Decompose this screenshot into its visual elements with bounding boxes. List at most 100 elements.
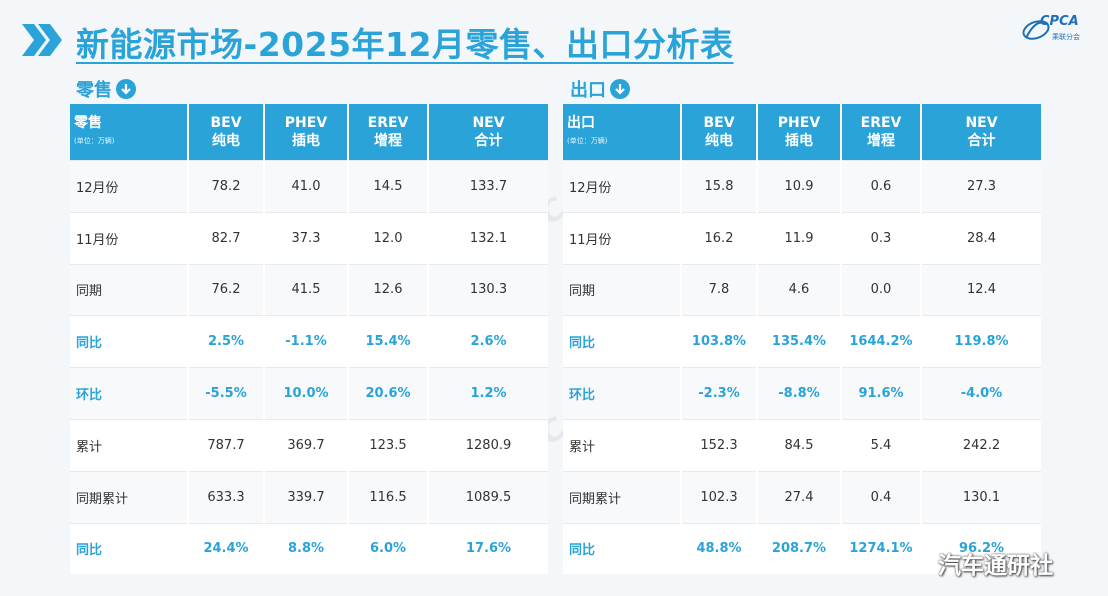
table-row: 同期 76.2 41.5 12.6 130.3	[70, 263, 548, 316]
column-header-nev: NEV 合计	[427, 104, 548, 161]
table-cell: 0.3	[840, 211, 921, 265]
column-header-phev: PHEV 插电	[263, 104, 348, 161]
table-row: 同期累计 102.3 27.4 0.4 130.1	[563, 470, 1041, 524]
table-row: 同比 2.5% -1.1% 15.4% 2.6%	[70, 315, 548, 368]
retail-header-row: 零售 (单位：万辆) BEV 纯电 PHEV 插电 EREV 增程 NEV 合计	[70, 104, 548, 161]
table-cell: 28.4	[920, 211, 1041, 265]
table-cell: 82.7	[187, 211, 264, 265]
table-cell: 787.7	[187, 418, 264, 472]
table-cell: 242.2	[920, 418, 1041, 472]
table-cell: 339.7	[263, 470, 348, 524]
table-cell: -8.8%	[756, 367, 841, 420]
column-header-phev: PHEV 插电	[756, 104, 841, 161]
export-header-label-cell: 出口 (单位：万辆)	[563, 104, 681, 161]
table-cell: 20.6%	[347, 367, 428, 420]
row-label: 12月份	[70, 160, 188, 213]
table-cell: 0.6	[840, 160, 921, 213]
table-cell: -2.3%	[680, 367, 757, 420]
column-header-bev: BEV 纯电	[187, 104, 264, 161]
table-cell: 130.1	[920, 470, 1041, 524]
table-cell: 41.5	[263, 263, 348, 316]
table-cell: 130.3	[427, 263, 548, 316]
table-cell: 84.5	[756, 418, 841, 472]
page-title: 新能源市场-2025年12月零售、出口分析表	[76, 25, 734, 64]
table-cell: 369.7	[263, 418, 348, 472]
table-cell: 8.8%	[263, 522, 348, 575]
table-cell: 102.3	[680, 470, 757, 524]
table-cell: 10.9	[756, 160, 841, 213]
table-cell: 16.2	[680, 211, 757, 265]
table-cell: 1089.5	[427, 470, 548, 524]
table-cell: 41.0	[263, 160, 348, 213]
row-label: 同期累计	[563, 470, 681, 524]
table-cell: 48.8%	[680, 522, 757, 575]
column-header-erev: EREV 增程	[347, 104, 428, 161]
retail-unit: (单位：万辆)	[74, 137, 115, 145]
row-label: 同比	[563, 315, 681, 368]
table-cell: 1644.2%	[840, 315, 921, 368]
row-label: 同比	[70, 315, 188, 368]
table-cell: 15.4%	[347, 315, 428, 368]
retail-header-label-cell: 零售 (单位：万辆)	[70, 104, 188, 161]
table-cell: 135.4%	[756, 315, 841, 368]
table-cell: 96.2%	[920, 522, 1041, 575]
retail-section-label: 零售	[76, 76, 136, 102]
table-row: 同比 48.8% 208.7% 1274.1% 96.2%	[563, 522, 1041, 575]
table-cell: 37.3	[263, 211, 348, 265]
column-header-erev: EREV 增程	[840, 104, 921, 161]
table-row: 累计 152.3 84.5 5.4 242.2	[563, 418, 1041, 472]
table-cell: 24.4%	[187, 522, 264, 575]
table-cell: 119.8%	[920, 315, 1041, 368]
export-section-label: 出口	[570, 76, 630, 102]
row-label: 累计	[563, 418, 681, 472]
table-cell: 12.6	[347, 263, 428, 316]
logo-text: CPCA	[1040, 14, 1079, 29]
table-cell: 11.9	[756, 211, 841, 265]
table-row: 同期累计 633.3 339.7 116.5 1089.5	[70, 470, 548, 524]
row-label: 11月份	[70, 211, 188, 265]
row-label: 同期	[563, 263, 681, 316]
table-cell: 5.4	[840, 418, 921, 472]
table-row: 环比 -2.3% -8.8% 91.6% -4.0%	[563, 367, 1041, 420]
table-cell: 91.6%	[840, 367, 921, 420]
table-row: 同比 24.4% 8.8% 6.0% 17.6%	[70, 522, 548, 575]
table-cell: 12.0	[347, 211, 428, 265]
table-cell: 6.0%	[347, 522, 428, 575]
table-cell: 633.3	[187, 470, 264, 524]
table-cell: 10.0%	[263, 367, 348, 420]
table-row: 同比 103.8% 135.4% 1644.2% 119.8%	[563, 315, 1041, 368]
row-label: 累计	[70, 418, 188, 472]
table-cell: 0.4	[840, 470, 921, 524]
row-label: 同期累计	[70, 470, 188, 524]
table-cell: 1280.9	[427, 418, 548, 472]
table-row: 环比 -5.5% 10.0% 20.6% 1.2%	[70, 367, 548, 420]
table-cell: 7.8	[680, 263, 757, 316]
column-header-bev: BEV 纯电	[680, 104, 757, 161]
row-label: 同比	[563, 522, 681, 575]
row-label: 11月份	[563, 211, 681, 265]
table-cell: 0.0	[840, 263, 921, 316]
retail-header-label: 零售	[74, 115, 102, 131]
author-credit: 汽车通研社	[938, 553, 1053, 579]
table-cell: 132.1	[427, 211, 548, 265]
export-header-label: 出口	[567, 115, 595, 131]
row-label: 同期	[70, 263, 188, 316]
table-cell: -1.1%	[263, 315, 348, 368]
table-cell: 27.4	[756, 470, 841, 524]
table-cell: 12.4	[920, 263, 1041, 316]
table-row: 11月份 16.2 11.9 0.3 28.4	[563, 211, 1041, 265]
table-cell: 14.5	[347, 160, 428, 213]
table-cell: 78.2	[187, 160, 264, 213]
export-header-row: 出口 (单位：万辆) BEV 纯电 PHEV 插电 EREV 增程 NEV 合计	[563, 104, 1041, 161]
retail-section-text: 零售	[76, 80, 112, 101]
table-cell: 15.8	[680, 160, 757, 213]
table-cell: 17.6%	[427, 522, 548, 575]
cpca-logo-icon	[1022, 20, 1050, 40]
table-cell: 4.6	[756, 263, 841, 316]
export-section-text: 出口	[570, 80, 606, 101]
table-cell: 208.7%	[756, 522, 841, 575]
row-label: 同比	[70, 522, 188, 575]
table-cell: -5.5%	[187, 367, 264, 420]
table-cell: 1274.1%	[840, 522, 921, 575]
